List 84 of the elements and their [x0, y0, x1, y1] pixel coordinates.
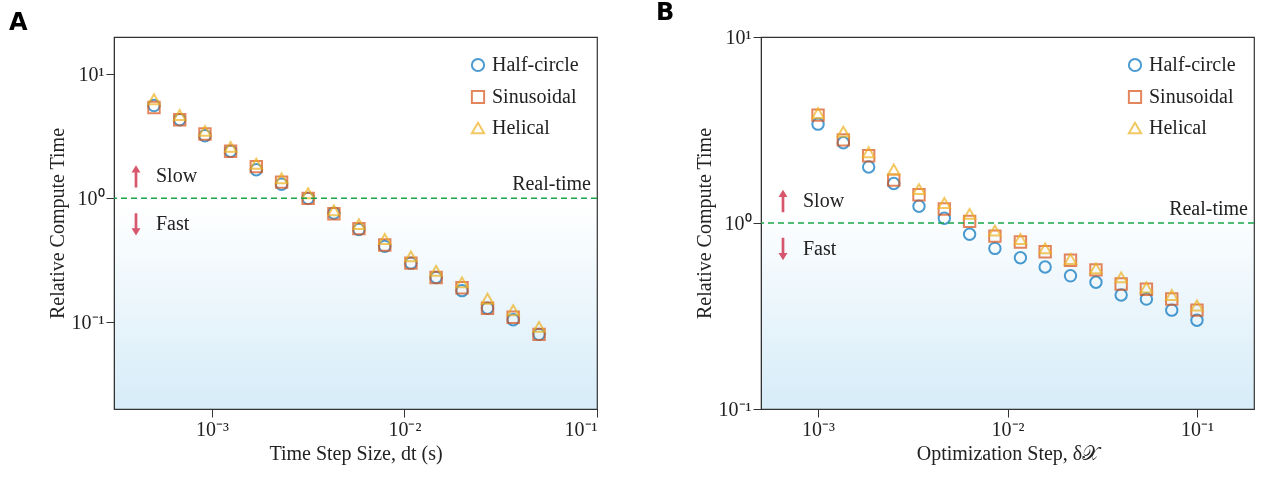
ref-line-label: Real-time — [1169, 197, 1249, 219]
point — [811, 117, 825, 131]
y-tick-label: 10¹ — [78, 62, 105, 85]
annotation: Slow — [156, 164, 198, 187]
point — [912, 199, 926, 213]
point — [249, 157, 263, 170]
x-tick-label: 10⁻¹ — [564, 417, 598, 440]
legend-label: Sinusoidal — [492, 85, 577, 107]
x-tick-label: 10⁻³ — [195, 417, 229, 440]
x-axis-title: Time Step Size, dt (s) — [269, 441, 443, 465]
point — [1190, 299, 1204, 312]
annotation: Fast — [803, 237, 837, 259]
point — [836, 125, 851, 138]
point — [1190, 303, 1204, 317]
point — [1063, 269, 1078, 283]
point — [378, 233, 392, 245]
point — [1013, 235, 1028, 249]
point — [1089, 275, 1103, 289]
legend-label: Sinusoidal — [1149, 85, 1234, 107]
point — [506, 304, 520, 317]
point — [1038, 260, 1052, 274]
legend-label: Helical — [492, 116, 551, 138]
x-tick-label: 10⁻³ — [802, 417, 836, 440]
point — [937, 211, 952, 225]
point — [1114, 271, 1128, 284]
point — [172, 109, 187, 121]
point — [1165, 292, 1179, 306]
chart-title: A — [9, 8, 28, 36]
point — [887, 176, 901, 191]
point — [887, 163, 901, 176]
y-tick-label: 10⁻¹ — [718, 397, 752, 420]
point — [1114, 288, 1128, 302]
point — [480, 292, 495, 305]
point — [962, 227, 977, 241]
annotation: Fast — [156, 212, 190, 235]
y-tick-label: 10⁻¹ — [71, 310, 105, 333]
point — [274, 172, 289, 185]
y-axis-title: Relative Compute Time — [45, 127, 69, 320]
point — [988, 241, 1002, 256]
point — [1114, 277, 1128, 291]
point — [1139, 292, 1154, 306]
point — [1165, 303, 1179, 317]
point — [988, 224, 1002, 237]
point — [404, 250, 418, 263]
x-tick-label: 10⁻¹ — [1180, 417, 1214, 440]
point — [861, 160, 876, 174]
point — [887, 173, 901, 187]
ref-line-label: Real-time — [512, 172, 592, 195]
x-tick-label: 10⁻² — [388, 417, 422, 440]
point — [1038, 245, 1052, 259]
point — [1038, 242, 1052, 255]
point — [1013, 251, 1028, 265]
point — [1190, 313, 1204, 327]
x-axis-title: Optimization Step, δ𝒳 — [916, 441, 1103, 465]
point — [1013, 233, 1028, 245]
point — [861, 149, 876, 163]
point — [147, 93, 161, 106]
chart-title: B — [656, 0, 675, 26]
y-tick-label: 10⁰ — [77, 186, 105, 209]
point — [1165, 289, 1179, 301]
point — [198, 124, 212, 137]
y-tick-label: 10¹ — [725, 25, 752, 48]
point — [962, 214, 977, 229]
point — [249, 159, 263, 174]
point — [532, 320, 546, 333]
point — [912, 187, 926, 202]
point — [301, 187, 315, 200]
legend-label: Half-circle — [1149, 53, 1236, 75]
legend-label: Half-circle — [492, 53, 579, 75]
y-axis-title: Relative Compute Time — [692, 127, 716, 320]
annotation: Slow — [803, 189, 845, 211]
x-tick-label: 10⁻² — [991, 417, 1025, 440]
point — [352, 218, 366, 231]
point — [912, 183, 926, 196]
point — [962, 207, 977, 220]
point — [429, 264, 443, 277]
point — [455, 276, 469, 289]
point — [937, 197, 952, 209]
point — [937, 202, 952, 216]
point — [861, 146, 876, 159]
point — [223, 140, 238, 153]
point — [988, 229, 1002, 243]
legend-label: Helical — [1149, 116, 1208, 138]
y-tick-label: 10⁰ — [724, 211, 752, 234]
